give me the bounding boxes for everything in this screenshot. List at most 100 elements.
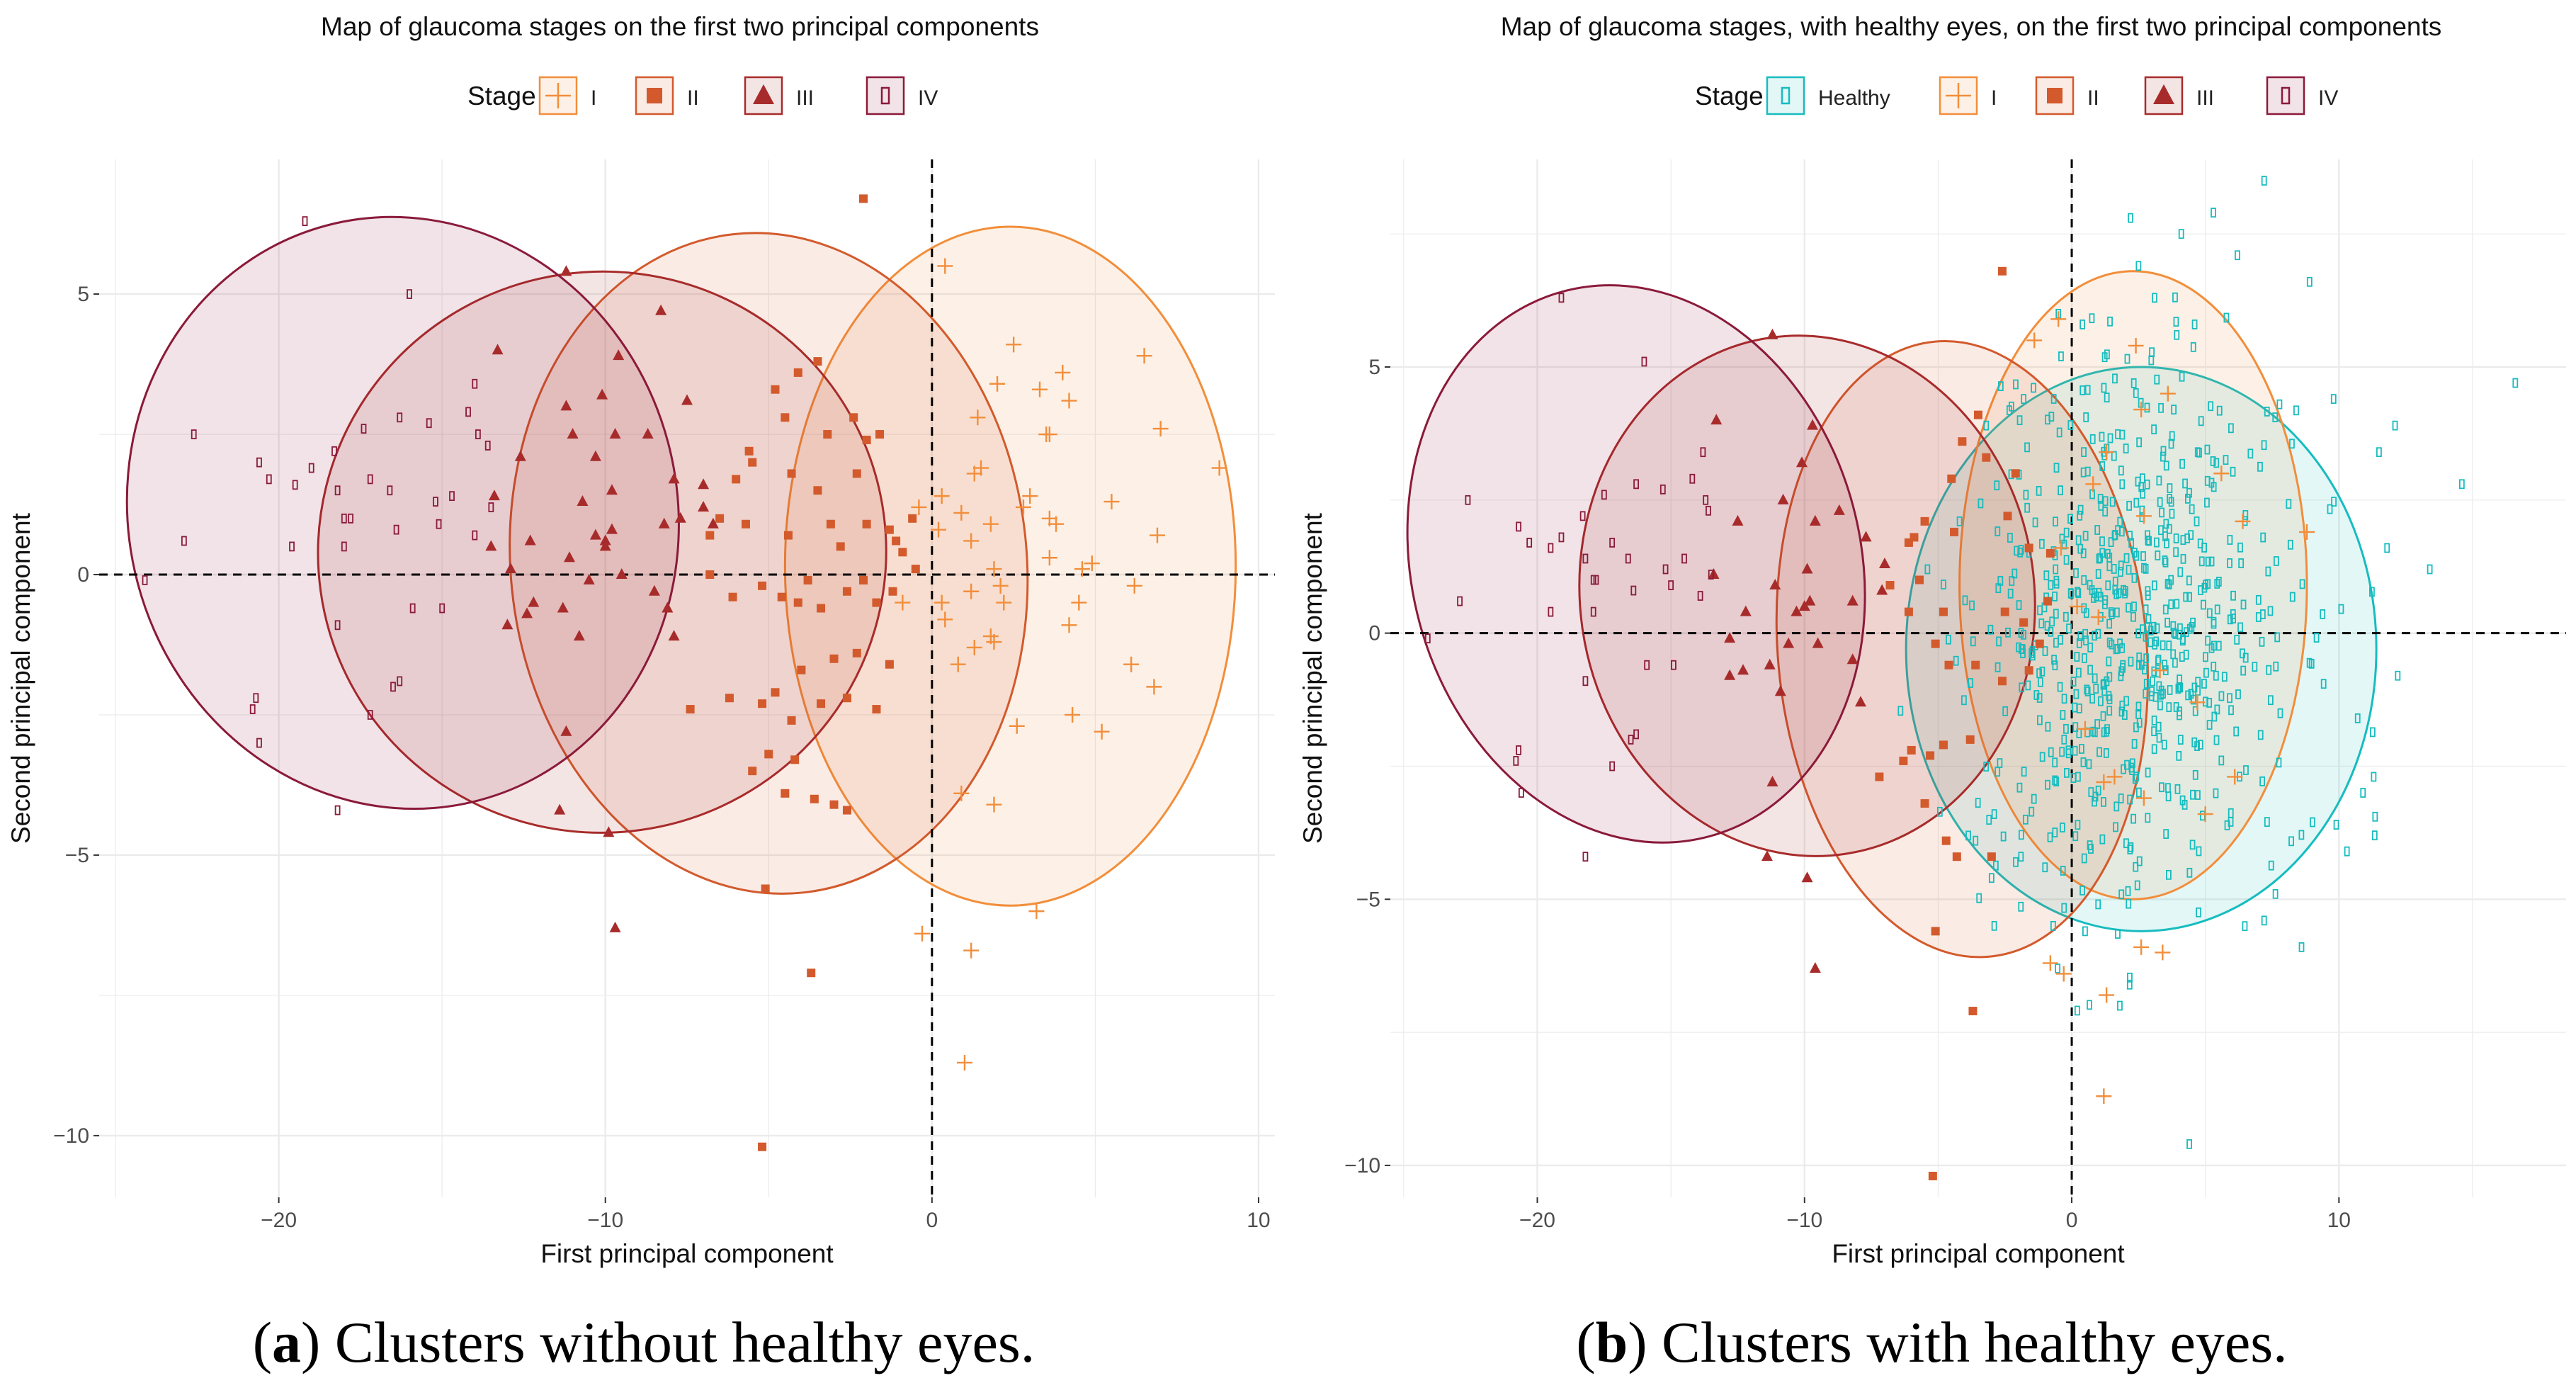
panel-b-point-Healthy	[2165, 869, 2172, 880]
panel-b-point-Healthy	[1976, 893, 1982, 903]
panel-b-point-Healthy	[2205, 636, 2211, 646]
panel-b-point-Healthy	[2143, 564, 2149, 574]
panel-b-point-II	[1997, 677, 2007, 686]
panel-b-point-Healthy	[2240, 648, 2245, 659]
panel-b-point-II	[1987, 852, 1996, 862]
panel-b-point-Healthy	[2174, 599, 2180, 609]
panel-b-point-I	[2077, 721, 2093, 737]
panel-a-legend-title: Stage	[467, 81, 536, 111]
panel-b-point-Healthy	[2133, 497, 2140, 508]
panel-b-point-Healthy	[2169, 509, 2175, 519]
panel-b-point-Healthy	[2075, 667, 2082, 678]
panel-a-point-II	[817, 604, 826, 613]
panel-b-point-Healthy	[2211, 619, 2217, 629]
panel-b-point-Healthy	[2061, 734, 2067, 745]
panel-a-point-II	[777, 592, 786, 602]
panel-b-point-Healthy	[2298, 942, 2305, 952]
panel-b-point-Healthy	[2118, 671, 2124, 682]
panel-b-point-Healthy	[1988, 873, 1995, 883]
panel-a-point-II	[813, 486, 822, 495]
panel-b-point-III	[1774, 685, 1786, 696]
panel-a-legend-label-1: II	[687, 86, 699, 110]
panel-b-point-III	[1809, 514, 1821, 526]
panel-a-point-I	[1015, 499, 1031, 515]
panel-b-point-Healthy	[2173, 533, 2179, 543]
panel-b-point-Healthy	[2016, 782, 2023, 793]
panel-b-point-I	[2135, 790, 2152, 806]
panel-b-point-IV	[1708, 570, 1714, 580]
panel-b-point-Healthy	[2177, 682, 2184, 693]
panel-a-point-I	[1055, 364, 1071, 380]
panel-a-point-I	[963, 533, 980, 549]
panel-a-ellipse-II	[509, 232, 1029, 895]
panel-b-point-Healthy	[2266, 665, 2272, 675]
panel-b-point-III	[1740, 605, 1752, 616]
panel-a-point-I	[989, 375, 1006, 392]
panel-b-point-Healthy	[2188, 689, 2194, 699]
panel-b-point-Healthy	[2154, 537, 2160, 548]
panel-a-point-II	[859, 194, 868, 203]
panel-b-point-Healthy	[2257, 461, 2263, 472]
panel-a-point-IV	[472, 530, 478, 541]
panel-a-point-II	[758, 1142, 767, 1151]
panel-b-ytick-label: 0	[1368, 622, 1380, 645]
panel-a-ytick-label: 5	[77, 283, 89, 306]
panel-a-point-I	[1022, 488, 1038, 504]
panel-b-point-Healthy	[2081, 603, 2087, 614]
panel-b-point-Healthy	[2056, 427, 2062, 438]
panel-b-point-Healthy	[2179, 795, 2186, 806]
panel-b-series-Healthy	[1897, 176, 2519, 1149]
panel-b-point-Healthy	[2206, 698, 2213, 708]
panel-b-series-IV	[1424, 293, 1714, 862]
panel-b-point-Healthy	[2022, 814, 2029, 825]
panel-b-point-Healthy	[2113, 801, 2120, 812]
panel-b-point-Healthy	[2045, 779, 2050, 790]
panel-b-point-Healthy	[2133, 388, 2139, 398]
panel-b-point-Healthy	[2267, 695, 2274, 706]
panel-b-point-Healthy	[2163, 461, 2169, 471]
panel-b-point-III	[1846, 653, 1859, 665]
panel-b-point-IV	[1609, 761, 1616, 772]
panel-b-point-Healthy	[2016, 415, 2023, 426]
panel-a-point-II	[742, 519, 750, 529]
panel-b-point-Healthy	[2038, 538, 2045, 549]
panel-a-point-I	[931, 521, 947, 538]
panel-b-point-Healthy	[2016, 600, 2022, 610]
panel-b-point-IV	[1628, 734, 1634, 745]
panel-b-point-Healthy	[2242, 921, 2248, 932]
panel-a-point-II	[686, 705, 695, 714]
panel-b-point-Healthy	[2221, 672, 2228, 682]
panel-b-legend-key-4-glyph	[2281, 86, 2291, 105]
panel-b-point-Healthy	[2186, 487, 2192, 498]
panel-b-point-Healthy	[2023, 490, 2029, 500]
panel-b-point-Healthy	[2306, 657, 2313, 668]
panel-a-point-III	[599, 534, 611, 546]
panel-b-point-Healthy	[2073, 568, 2079, 578]
panel-b-point-Healthy	[2167, 483, 2173, 493]
panel-a-point-IV	[253, 693, 259, 704]
caption-a-letter: a	[272, 1310, 302, 1374]
panel-b-point-II	[1982, 453, 1991, 462]
panel-b-point-II	[1944, 660, 1953, 670]
panel-b-point-Healthy	[2240, 599, 2247, 610]
panel-b-point-Healthy	[1936, 806, 1943, 817]
panel-a-point-I	[1006, 337, 1022, 353]
panel-b-point-III	[1878, 557, 1890, 568]
panel-b-point-Healthy	[2107, 316, 2113, 327]
panel-b-point-Healthy	[1965, 830, 1971, 841]
panel-b-point-Healthy	[2061, 694, 2067, 704]
panel-b-point-Healthy	[2095, 899, 2101, 910]
panel-b-point-Healthy	[2198, 556, 2205, 567]
panel-b-point-Healthy	[2081, 575, 2087, 585]
panel-b-point-Healthy	[2002, 706, 2009, 716]
panel-b-point-Healthy	[2074, 1005, 2080, 1016]
panel-b-point-Healthy	[2174, 329, 2180, 340]
panel-b-point-II	[1939, 740, 1948, 750]
panel-a-point-II	[790, 755, 800, 764]
panel-b-point-Healthy	[2154, 374, 2160, 385]
panel-b-point-Healthy	[1995, 526, 2001, 536]
panel-b-point-III	[1812, 637, 1824, 648]
panel-b-point-Healthy	[2024, 442, 2030, 453]
panel-b-point-I	[2053, 540, 2069, 556]
panel-b-point-Healthy	[2234, 635, 2240, 645]
